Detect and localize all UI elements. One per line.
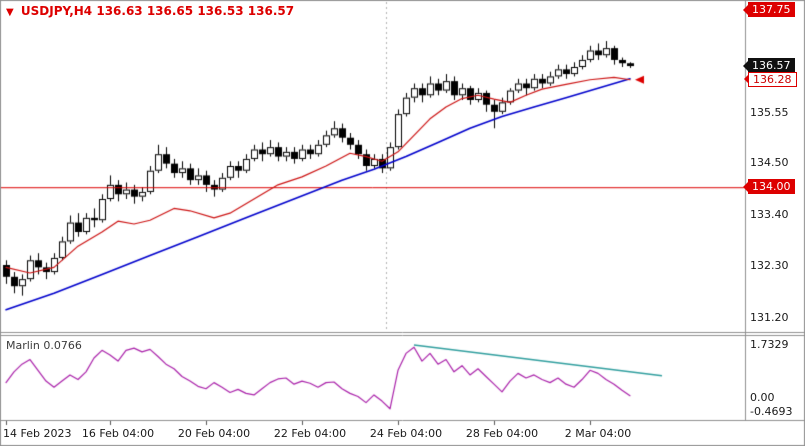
price-badge-target-text: 136.28 [753,72,792,86]
price-badge-high: 137.75 [748,2,795,18]
price-badge-high-text: 137.75 [752,3,791,17]
indicator-scale-zero: 0.00 [750,391,775,404]
price-badge-last-text: 136.57 [752,59,791,73]
chart-title: ▼ USDJPY,H4 136.63 136.65 136.53 136.57 [6,4,294,18]
price-axis-label: 131.20 [750,311,789,325]
symbol-label: USDJPY,H4 [20,4,93,18]
indicator-label: Marlin 0.0766 [6,339,82,352]
time-axis-label: 2 Mar 04:00 [564,427,632,440]
time-axis-label: 16 Feb 04:00 [81,427,155,440]
time-axis-label: 22 Feb 04:00 [273,427,347,440]
indicator-name: Marlin [6,339,40,352]
price-axis-label: 135.55 [750,106,789,120]
price-badge-last: 136.57 [748,58,795,74]
price-badge-level: 134.00 [748,179,795,195]
symbol-dropdown-icon[interactable]: ▼ [6,7,14,18]
price-axis-label: 132.30 [750,259,789,273]
indicator-value: 0.0766 [43,339,82,352]
price-badge-target: 136.28 [748,71,797,87]
price-axis-label: 133.40 [750,207,789,221]
indicator-scale-min: -0.4693 [750,405,793,419]
time-axis-label: 20 Feb 04:00 [177,427,251,440]
price-badge-level-text: 134.00 [752,180,791,194]
quote-ohlc: 136.63 136.65 136.53 136.57 [96,4,295,18]
time-axis-label: 28 Feb 04:00 [465,427,539,440]
price-axis-label: 134.50 [750,155,789,169]
time-axis-label: 24 Feb 04:00 [369,427,443,440]
indicator-scale-max: 1.7329 [750,337,789,351]
time-axis-label: 14 Feb 2023 [3,427,72,440]
